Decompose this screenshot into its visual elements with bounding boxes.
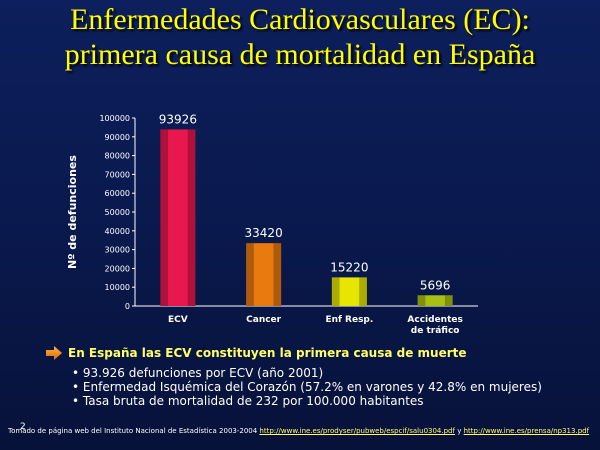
bar xyxy=(246,243,282,306)
y-axis-label: Nº de defunciones xyxy=(66,155,79,269)
fact-item: 93.926 defunciones por ECV (año 2001) xyxy=(72,366,542,380)
data-label: 15220 xyxy=(330,260,368,274)
fact-item: Tasa bruta de mortalidad de 232 por 100.… xyxy=(72,394,542,408)
y-tick-label: 0 xyxy=(125,302,130,311)
x-tick-label: Cancer xyxy=(246,315,282,325)
bar-shade xyxy=(160,129,169,306)
bar xyxy=(160,129,196,306)
bar-shade xyxy=(246,243,254,306)
headline-row: En España las ECV constituyen la primera… xyxy=(46,346,467,360)
y-tick-label: 90000 xyxy=(105,133,130,142)
source-note: Tomado de página web del Instituto Nacio… xyxy=(8,426,593,436)
x-tick-label: ECV xyxy=(168,315,188,325)
y-tick-label: 10000 xyxy=(105,283,130,292)
x-tick-label: de tráfico xyxy=(411,326,460,336)
y-tick-label: 60000 xyxy=(105,189,130,198)
source-and: y xyxy=(457,427,462,435)
title-line-1: Enfermedades Cardiovasculares (EC): xyxy=(70,3,530,36)
y-tick-label: 40000 xyxy=(105,227,130,236)
data-label: 33420 xyxy=(245,226,283,240)
slide-title: Enfermedades Cardiovasculares (EC): prim… xyxy=(0,2,600,72)
bar-shade xyxy=(359,277,367,306)
bar-shade xyxy=(444,295,453,306)
bar xyxy=(417,295,453,306)
bar-shade xyxy=(417,295,426,306)
bar-shade xyxy=(331,277,340,306)
source-link-2[interactable]: http://www.ine.es/prensa/np313.pdf xyxy=(463,427,590,435)
facts-list: 93.926 defunciones por ECV (año 2001) En… xyxy=(72,366,542,408)
bar-shade xyxy=(273,243,282,306)
title-line-2: primera causa de mortalidad en España xyxy=(64,38,536,71)
y-tick-label: 20000 xyxy=(105,264,130,273)
bar-shade xyxy=(187,129,196,306)
source-text: Tomado de página web del Instituto Nacio… xyxy=(8,427,258,435)
bar xyxy=(331,277,367,306)
y-tick-label: 30000 xyxy=(105,246,130,255)
y-tick-label: 100000 xyxy=(99,114,130,123)
data-label: 5696 xyxy=(420,278,451,292)
y-tick-label: 70000 xyxy=(105,170,130,179)
fact-item: Enfermedad Isquémica del Corazón (57.2% … xyxy=(72,380,542,394)
y-tick-label: 80000 xyxy=(105,152,130,161)
source-link-1[interactable]: http://www.ine.es/prodyser/pubweb/espcif… xyxy=(259,427,455,435)
x-tick-label: Accidentes xyxy=(407,315,462,325)
headline-text: En España las ECV constituyen la primera… xyxy=(68,346,467,360)
arrow-icon xyxy=(46,346,62,360)
y-tick-label: 50000 xyxy=(105,208,130,217)
x-tick-label: Enf Resp. xyxy=(325,315,373,325)
data-label: 93926 xyxy=(159,112,197,126)
page-number: 2 xyxy=(20,422,26,432)
